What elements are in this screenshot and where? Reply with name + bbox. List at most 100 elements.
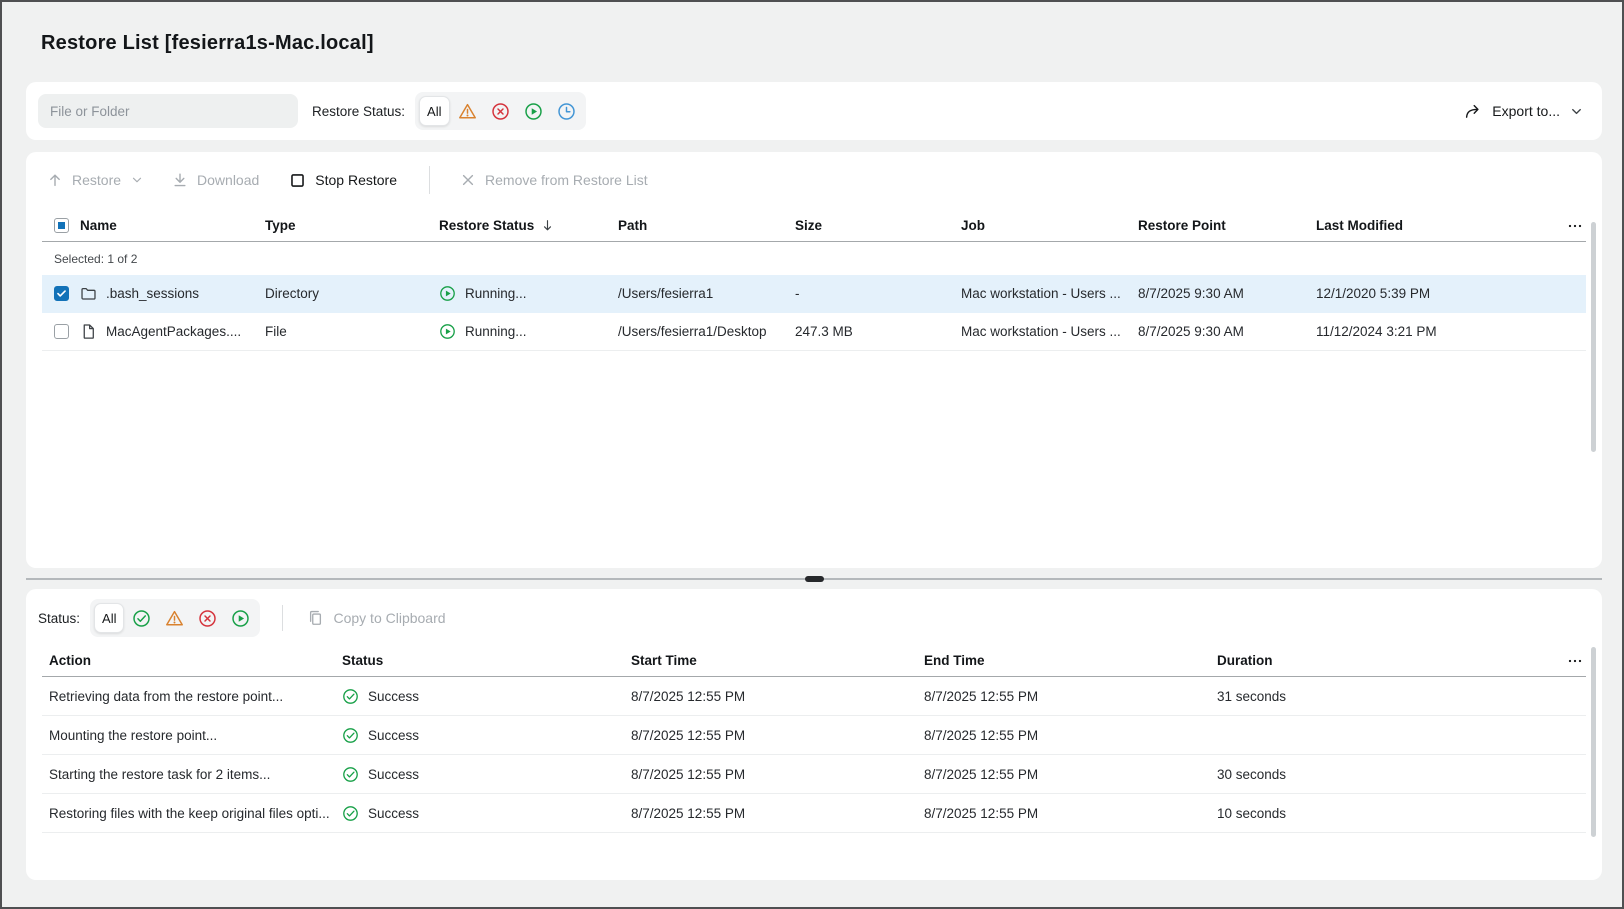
status-running-button[interactable] (225, 603, 256, 633)
file-icon (80, 323, 97, 340)
restore-toolbar: Restore Download Stop Restore Remove fro… (26, 152, 1602, 208)
file-name: MacAgentPackages.... (106, 324, 242, 339)
stop-icon (289, 172, 306, 189)
search-input[interactable] (38, 94, 298, 128)
toolbar-divider (429, 166, 431, 194)
log-duration: 30 seconds (1217, 766, 1287, 782)
running-icon (524, 102, 543, 121)
restore-status: Running... (465, 286, 527, 301)
column-header-name[interactable]: Name (80, 218, 117, 233)
column-header-last-modified[interactable]: Last Modified (1316, 218, 1403, 233)
download-button[interactable]: Download (172, 172, 259, 188)
log-row[interactable]: Retrieving data from the restore point..… (42, 677, 1586, 716)
column-header-duration[interactable]: Duration (1217, 653, 1273, 668)
column-header-type[interactable]: Type (265, 218, 296, 233)
filter-pending-button[interactable] (551, 96, 582, 126)
column-header-size[interactable]: Size (795, 218, 823, 233)
column-settings-button[interactable] (1546, 218, 1586, 234)
log-end-time: 8/7/2025 12:55 PM (924, 688, 1039, 704)
restore-status: Running... (465, 324, 527, 339)
file-table-header: Name Type Restore Status Path Size Job R… (42, 210, 1586, 242)
filter-warning-button[interactable] (452, 96, 483, 126)
running-icon (439, 323, 456, 340)
success-icon (132, 609, 151, 628)
column-settings-button[interactable] (1546, 653, 1586, 669)
restore-up-arrow-icon (47, 172, 63, 188)
splitter-handle[interactable] (805, 576, 824, 582)
copy-to-clipboard-label: Copy to Clipboard (333, 610, 446, 626)
status-bar-divider (282, 605, 284, 631)
restore-point: 8/7/2025 9:30 AM (1138, 324, 1244, 339)
status-error-button[interactable] (192, 603, 223, 633)
table-row[interactable]: .bash_sessions Directory Running... /Use… (42, 275, 1586, 313)
column-header-start-time[interactable]: Start Time (631, 653, 697, 668)
restore-status-filter-group: All (415, 92, 586, 130)
status-log-scrollbar[interactable] (1591, 647, 1596, 837)
restore-status-filter-label: Restore Status: (312, 103, 406, 119)
column-header-end-time[interactable]: End Time (924, 653, 985, 668)
filter-all-button[interactable]: All (419, 96, 450, 126)
status-filter-bar: Status: All Copy to Clipboard (26, 589, 1602, 641)
remove-from-restore-list-button[interactable]: Remove from Restore List (460, 172, 648, 188)
file-table: Name Type Restore Status Path Size Job R… (42, 210, 1586, 351)
column-header-job[interactable]: Job (961, 218, 986, 233)
success-icon (342, 805, 359, 822)
row-checkbox[interactable] (54, 324, 69, 339)
page-title: Restore List [fesierra1s-Mac.local] (41, 32, 374, 54)
log-start-time: 8/7/2025 12:55 PM (631, 766, 746, 782)
log-duration: 31 seconds (1217, 688, 1287, 704)
stop-restore-label: Stop Restore (315, 172, 398, 188)
table-row[interactable]: MacAgentPackages.... File Running... /Us… (42, 313, 1586, 351)
copy-to-clipboard-button[interactable]: Copy to Clipboard (307, 609, 446, 627)
selected-summary: Selected: 1 of 2 (54, 251, 138, 266)
log-row[interactable]: Mounting the restore point... Success 8/… (42, 716, 1586, 755)
running-icon (439, 285, 456, 302)
download-icon (172, 172, 188, 188)
filter-running-button[interactable] (518, 96, 549, 126)
last-modified: 12/1/2020 5:39 PM (1316, 286, 1431, 301)
log-end-time: 8/7/2025 12:55 PM (924, 766, 1039, 782)
status-success-button[interactable] (126, 603, 157, 633)
job-name: Mac workstation - Users ... (961, 324, 1121, 339)
running-icon (231, 609, 250, 628)
log-duration: 10 seconds (1217, 805, 1287, 821)
column-header-path[interactable]: Path (618, 218, 648, 233)
row-checkbox[interactable] (54, 286, 69, 301)
file-table-scrollbar[interactable] (1591, 222, 1596, 452)
select-all-checkbox[interactable] (54, 218, 69, 233)
export-icon (1464, 103, 1483, 120)
file-size: 247.3 MB (795, 324, 853, 339)
log-status: Success (368, 688, 420, 704)
restore-button[interactable]: Restore (47, 172, 144, 188)
restore-list-panel: Restore Download Stop Restore Remove fro… (26, 152, 1602, 568)
error-icon (491, 102, 510, 121)
file-path: /Users/fesierra1 (618, 286, 714, 301)
log-row[interactable]: Restoring files with the keep original f… (42, 794, 1586, 833)
more-columns-icon (1566, 653, 1584, 669)
status-table-header: Action Status Start Time End Time Durati… (42, 645, 1586, 677)
column-header-action[interactable]: Action (49, 653, 91, 668)
status-all-button[interactable]: All (94, 603, 125, 633)
restore-point: 8/7/2025 9:30 AM (1138, 286, 1244, 301)
file-size: - (795, 286, 800, 301)
warning-icon (165, 609, 184, 628)
log-start-time: 8/7/2025 12:55 PM (631, 805, 746, 821)
status-warning-button[interactable] (159, 603, 190, 633)
log-start-time: 8/7/2025 12:55 PM (631, 727, 746, 743)
column-header-restore-point[interactable]: Restore Point (1138, 218, 1226, 233)
filter-error-button[interactable] (485, 96, 516, 126)
column-header-restore-status[interactable]: Restore Status (439, 218, 618, 233)
filter-bar: Restore Status: All Export to... (26, 82, 1602, 140)
column-header-status[interactable]: Status (342, 653, 384, 668)
more-columns-icon (1566, 218, 1584, 234)
log-row[interactable]: Starting the restore task for 2 items...… (42, 755, 1586, 794)
sort-descending-icon (540, 218, 555, 233)
log-end-time: 8/7/2025 12:55 PM (924, 727, 1039, 743)
export-label: Export to... (1492, 103, 1560, 119)
stop-restore-button[interactable]: Stop Restore (289, 172, 397, 189)
export-to-button[interactable]: Export to... (1464, 103, 1584, 120)
restore-menu-chevron-icon (130, 173, 144, 187)
remove-x-icon (460, 172, 476, 188)
success-icon (342, 766, 359, 783)
log-action: Retrieving data from the restore point..… (49, 688, 284, 704)
